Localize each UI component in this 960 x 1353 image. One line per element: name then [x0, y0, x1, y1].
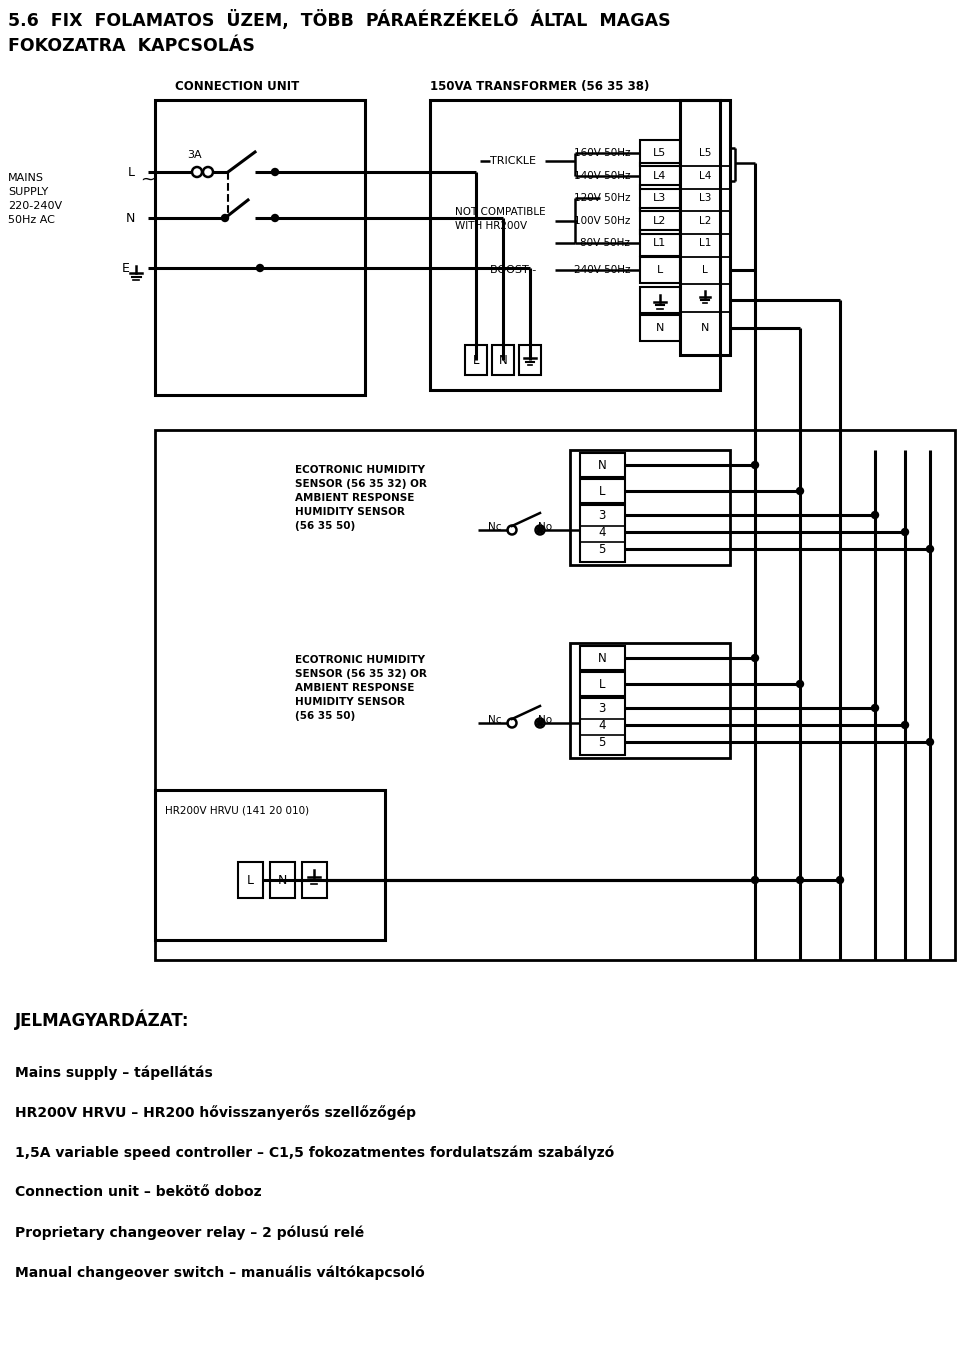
Circle shape: [926, 739, 933, 746]
Text: E: E: [122, 261, 130, 275]
Text: HUMIDITY SENSOR: HUMIDITY SENSOR: [295, 697, 405, 708]
Text: L2: L2: [699, 216, 711, 226]
Text: No: No: [538, 714, 552, 725]
Circle shape: [872, 511, 878, 518]
Text: (56 35 50): (56 35 50): [295, 521, 355, 530]
Text: BOOST -: BOOST -: [490, 265, 537, 275]
Text: L: L: [472, 353, 479, 367]
Text: 240V 50Hz: 240V 50Hz: [573, 265, 630, 275]
Circle shape: [752, 461, 758, 468]
Circle shape: [836, 877, 844, 884]
Text: TRICKLE: TRICKLE: [490, 156, 536, 166]
Text: 4: 4: [598, 718, 606, 732]
Circle shape: [752, 877, 758, 884]
Text: Nc: Nc: [489, 714, 502, 725]
Text: L3: L3: [699, 193, 711, 203]
Text: 5: 5: [598, 736, 606, 748]
Text: (56 35 50): (56 35 50): [295, 710, 355, 721]
Circle shape: [901, 721, 908, 728]
Text: 1,5A variable speed controller – C1,5 fokozatmentes fordulatszám szabályzó: 1,5A variable speed controller – C1,5 fo…: [15, 1145, 614, 1160]
Circle shape: [537, 720, 543, 727]
Text: L5: L5: [699, 147, 711, 158]
Text: SENSOR (56 35 32) OR: SENSOR (56 35 32) OR: [295, 479, 427, 488]
Circle shape: [901, 529, 908, 536]
Text: MAINS: MAINS: [8, 173, 44, 183]
Text: No: No: [538, 522, 552, 532]
Text: L4: L4: [699, 170, 711, 181]
Text: N: N: [656, 323, 664, 333]
Text: L: L: [128, 165, 135, 179]
Text: Mains supply – tápellátás: Mains supply – tápellátás: [15, 1065, 213, 1080]
Circle shape: [752, 655, 758, 662]
Circle shape: [872, 705, 878, 712]
Text: Connection unit – bekötő doboz: Connection unit – bekötő doboz: [15, 1185, 262, 1199]
Text: 220-240V: 220-240V: [8, 202, 62, 211]
Text: L2: L2: [654, 216, 666, 226]
Circle shape: [272, 169, 278, 176]
Text: 80V 50Hz: 80V 50Hz: [580, 238, 630, 248]
Text: 5.6  FIX  FOLAMATOS  ÜZEM,  TÖBB  PÁRAÉRZÉKELŐ  ÁLTAL  MAGAS: 5.6 FIX FOLAMATOS ÜZEM, TÖBB PÁRAÉRZÉKEL…: [8, 9, 671, 30]
Text: 140V 50Hz: 140V 50Hz: [573, 170, 630, 181]
Text: 150VA TRANSFORMER (56 35 38): 150VA TRANSFORMER (56 35 38): [430, 80, 649, 93]
Text: 3: 3: [598, 701, 606, 714]
Text: 160V 50Hz: 160V 50Hz: [573, 147, 630, 158]
Text: L: L: [599, 678, 605, 690]
Circle shape: [797, 681, 804, 687]
Text: L: L: [599, 484, 605, 498]
Text: HR200V HRVU (141 20 010): HR200V HRVU (141 20 010): [165, 805, 309, 815]
Text: L1: L1: [699, 238, 711, 248]
Text: HR200V HRVU – HR200 hővisszanyerős szellőzőgép: HR200V HRVU – HR200 hővisszanyerős szell…: [15, 1105, 416, 1120]
Text: L: L: [657, 265, 663, 275]
Text: ~: ~: [140, 170, 155, 189]
Text: N: N: [498, 353, 508, 367]
Text: FOKOZATRA  KAPCSOLÁS: FOKOZATRA KAPCSOLÁS: [8, 37, 254, 55]
Text: Nc: Nc: [489, 522, 502, 532]
Text: 3A: 3A: [188, 150, 203, 160]
Text: 5: 5: [598, 543, 606, 556]
Text: NOT COMPATIBLE: NOT COMPATIBLE: [455, 207, 545, 216]
Text: L3: L3: [654, 193, 666, 203]
Text: ECOTRONIC HUMIDITY: ECOTRONIC HUMIDITY: [295, 655, 425, 666]
Text: N: N: [126, 211, 135, 225]
Text: JELMAGYARDÁZAT:: JELMAGYARDÁZAT:: [15, 1009, 189, 1031]
Text: Manual changeover switch – manuális váltókapcsoló: Manual changeover switch – manuális vált…: [15, 1265, 424, 1280]
Text: ECOTRONIC HUMIDITY: ECOTRONIC HUMIDITY: [295, 465, 425, 475]
Text: AMBIENT RESPONSE: AMBIENT RESPONSE: [295, 683, 415, 693]
Text: 50Hz AC: 50Hz AC: [8, 215, 55, 225]
Circle shape: [797, 877, 804, 884]
Text: N: N: [277, 874, 287, 886]
Text: CONNECTION UNIT: CONNECTION UNIT: [175, 80, 300, 93]
Circle shape: [797, 487, 804, 494]
Text: 4: 4: [598, 525, 606, 538]
Text: WITH HR200V: WITH HR200V: [455, 221, 527, 231]
Text: N: N: [701, 323, 709, 333]
Text: L1: L1: [654, 238, 666, 248]
Circle shape: [256, 264, 263, 272]
Text: AMBIENT RESPONSE: AMBIENT RESPONSE: [295, 492, 415, 503]
Text: SENSOR (56 35 32) OR: SENSOR (56 35 32) OR: [295, 668, 427, 679]
Circle shape: [537, 528, 543, 533]
Text: N: N: [598, 652, 607, 664]
Circle shape: [272, 215, 278, 222]
Text: L5: L5: [654, 147, 666, 158]
Text: N: N: [598, 459, 607, 471]
Text: 120V 50Hz: 120V 50Hz: [573, 193, 630, 203]
Text: HUMIDITY SENSOR: HUMIDITY SENSOR: [295, 507, 405, 517]
Text: L: L: [702, 265, 708, 275]
Text: 100V 50Hz: 100V 50Hz: [574, 216, 630, 226]
Text: L4: L4: [654, 170, 666, 181]
Circle shape: [222, 215, 228, 222]
Text: L: L: [247, 874, 253, 886]
Circle shape: [926, 545, 933, 552]
Text: 3: 3: [598, 509, 606, 521]
Text: Proprietary changeover relay – 2 pólusú relé: Proprietary changeover relay – 2 pólusú …: [15, 1224, 364, 1239]
Text: SUPPLY: SUPPLY: [8, 187, 48, 198]
